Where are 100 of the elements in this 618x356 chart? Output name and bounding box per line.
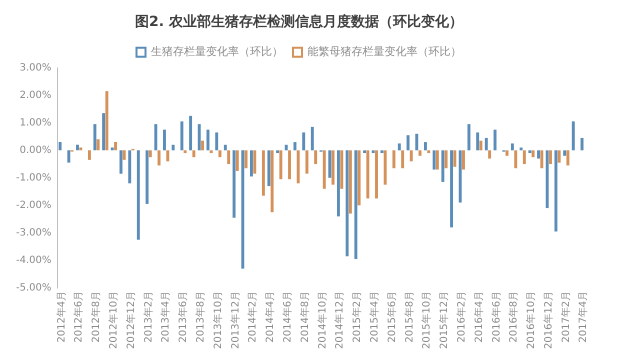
bar [380,150,384,154]
bar [180,121,184,150]
bar [136,150,140,240]
x-tick-label: 2015年6月 [386,290,398,343]
x-tick-label: 2016年12月 [542,290,554,350]
x-tick-label: 2015年4月 [368,290,380,343]
bar [310,126,314,150]
x-tick-label: 2015年10月 [420,290,433,350]
bar [427,150,430,154]
bar [401,150,404,168]
x-tick-label: 2017年2月 [560,290,572,343]
bar [93,124,96,150]
x-tick-label: 2014年2月 [246,290,259,343]
bar [528,150,532,154]
x-tick-label: 2012年4月 [55,290,68,343]
y-tick-label: -1.00% [16,172,52,184]
bar [506,150,508,156]
legend-label: 生猪存栏量变化率（环比） [151,45,283,58]
bar [520,148,523,150]
bar [114,142,118,150]
x-tick-label: 2015年2月 [351,290,364,343]
bar [267,150,270,186]
bar [305,150,308,174]
bar [227,150,230,164]
bar [444,150,448,168]
legend-label: 能繁母猪存栏量变化率（环比） [308,45,462,58]
y-tick-label: 1.00% [20,117,52,128]
bar [340,150,344,189]
x-tick-label: 2013年4月 [160,290,172,343]
bar [363,150,366,154]
x-tick-label: 2014年10月 [316,290,328,350]
bar [554,150,558,232]
bar [88,150,91,160]
bar [110,148,114,150]
y-tick-label: -5.00% [16,282,52,294]
bar [563,150,566,156]
bar [366,150,370,198]
bar [336,150,340,216]
bar [375,150,378,198]
x-tick-label: 2012年6月 [72,290,85,343]
y-tick-label: -4.00% [16,254,52,266]
bar [276,150,280,154]
x-tick-label: 2013年6月 [177,290,190,343]
bar [441,150,444,182]
bar [488,150,492,159]
x-tick-label: 2016年4月 [472,290,485,343]
bar [467,124,470,150]
y-tick-label: -3.00% [16,227,52,238]
bar [384,150,387,185]
bar [148,150,152,158]
bar [314,150,318,164]
bar [406,135,410,150]
bar [218,150,222,158]
bar [392,150,396,168]
bar [580,138,584,150]
bar [172,144,175,150]
bar [348,150,352,214]
x-tick-label: 2012年8月 [90,290,102,343]
bar [537,150,540,159]
bar [453,150,456,167]
bar [479,140,482,150]
x-tick-label: 2015年12月 [438,290,450,350]
bar [462,150,465,170]
bar [510,143,514,150]
x-tick-label: 2016年6月 [490,290,502,343]
bar [158,150,161,166]
bar [184,150,187,154]
bar [96,139,100,150]
x-tick-label: 2016年2月 [455,290,468,343]
bar [484,138,488,150]
bar [354,150,358,259]
bar [558,150,561,163]
bar [572,121,575,150]
bar [358,150,361,206]
bar [540,150,544,168]
x-tick-label: 2014年8月 [298,290,311,343]
x-tick-label: 2013年2月 [142,290,154,343]
bar [288,150,291,180]
bar [549,150,552,164]
y-tick-label: 2.00% [20,90,52,101]
bar [201,140,204,150]
bar [79,148,82,150]
bar [424,142,427,150]
bar [566,150,570,166]
bar [476,132,480,150]
bar [120,150,122,174]
bar [436,150,439,170]
bar [398,143,401,150]
x-tick-label: 2015年8月 [403,290,416,343]
chart-title: 图2. 农业部生猪存栏检测信息月度数据（环比变化） [135,13,463,30]
x-tick-label: 2016年10月 [525,290,538,350]
bar [215,132,218,150]
bar [192,150,196,158]
bar [102,113,106,150]
bar [494,130,496,150]
bar [244,150,248,168]
x-tick-label: 2017年4月 [577,290,590,343]
bar [270,150,274,212]
bar [76,144,79,150]
x-tick-label: 2014年4月 [264,290,276,343]
